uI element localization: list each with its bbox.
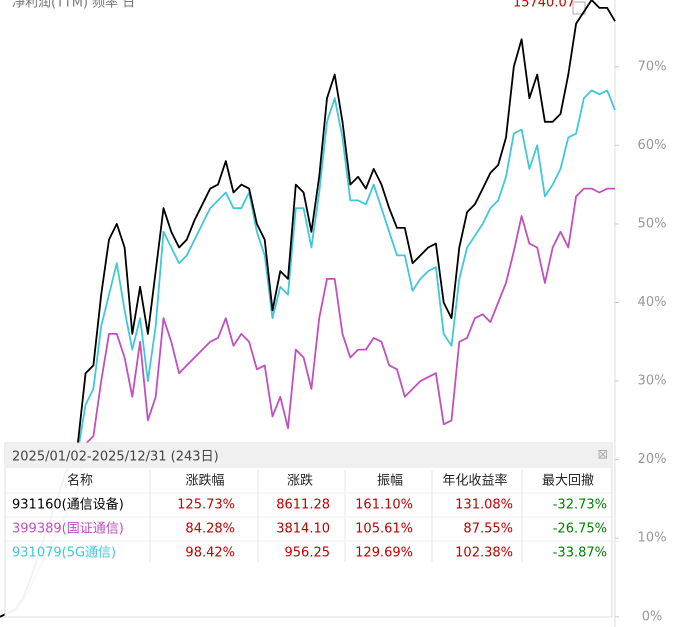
row-name: 399389(国证通信) bbox=[12, 522, 124, 537]
table-cell: 3814.10 bbox=[276, 522, 330, 537]
y-tick-label: 10% bbox=[638, 531, 667, 546]
table-header: 最大回撤 bbox=[542, 473, 594, 489]
y-tick-label: 60% bbox=[638, 138, 667, 153]
chart-title: 净利润(TTM) 频率 日 bbox=[12, 0, 135, 11]
y-tick-label: 20% bbox=[638, 452, 667, 467]
close-icon[interactable]: ⊠ bbox=[598, 448, 609, 463]
icon[interactable] bbox=[572, 1, 586, 15]
table-cell: 956.25 bbox=[285, 546, 331, 561]
y-tick-label: 30% bbox=[638, 374, 667, 389]
series-line bbox=[0, 89, 616, 618]
last-value: 15740.07 bbox=[513, 0, 575, 11]
table-cell: -32.73% bbox=[553, 498, 607, 513]
y-tick-label: 70% bbox=[638, 59, 667, 74]
y-tick-label: 0% bbox=[642, 609, 663, 624]
table-cell: 84.28% bbox=[185, 522, 235, 537]
table-header: 名称 bbox=[67, 473, 93, 489]
table-header: 年化收益率 bbox=[442, 473, 507, 489]
row-name: 931079(5G通信) bbox=[12, 546, 116, 561]
table-cell: 105.61% bbox=[355, 522, 413, 537]
series-line bbox=[0, 0, 616, 618]
series-line bbox=[0, 187, 615, 618]
y-tick-label: 40% bbox=[638, 295, 667, 310]
table-cell: -26.75% bbox=[553, 522, 607, 537]
table-cell: 8611.28 bbox=[276, 498, 330, 513]
table-cell: -33.87% bbox=[553, 546, 607, 561]
table-cell: 161.10% bbox=[355, 498, 413, 513]
table-bg bbox=[4, 442, 613, 618]
table-header: 涨跌 bbox=[287, 473, 313, 489]
table-cell: 102.38% bbox=[455, 546, 513, 561]
table-title-bg bbox=[6, 444, 611, 468]
y-tick-label: 50% bbox=[638, 216, 667, 231]
table-cell: 129.69% bbox=[355, 546, 413, 561]
row-name: 931160(通信设备) bbox=[12, 497, 124, 513]
table-cell: 131.08% bbox=[455, 498, 513, 513]
table-header: 涨跌幅 bbox=[185, 473, 224, 489]
table-cell: 125.73% bbox=[177, 498, 235, 513]
table-header: 振幅 bbox=[377, 474, 403, 489]
table-cell: 98.42% bbox=[185, 546, 235, 561]
table-title: 2025/01/02-2025/12/31 (243日) bbox=[12, 450, 219, 465]
table-cell: 87.55% bbox=[463, 522, 513, 537]
